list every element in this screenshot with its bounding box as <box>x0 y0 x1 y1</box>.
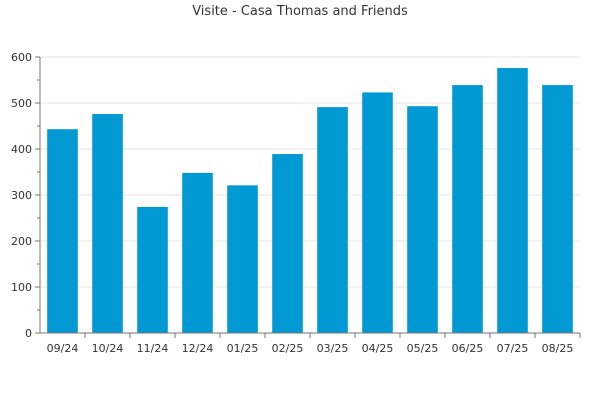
bar-11-24 <box>137 206 168 333</box>
y-tick-label: 200 <box>11 235 32 248</box>
y-tick-label: 0 <box>25 327 32 340</box>
bar-06-25 <box>452 85 483 333</box>
bar-07-25 <box>497 68 528 333</box>
y-tick-label: 500 <box>11 97 32 110</box>
tick-labels: 0 100 200 300 400 500 600 09/24 10/24 11/24 12/24 0… <box>11 51 573 355</box>
x-tick-label: 04/25 <box>362 342 394 355</box>
x-tick-label: 06/25 <box>452 342 484 355</box>
bar-09-24 <box>47 129 78 333</box>
bar-01-25 <box>227 185 258 333</box>
x-tick-label: 07/25 <box>497 342 529 355</box>
x-tick-label: 10/24 <box>92 342 124 355</box>
chart-title: Visite - Casa Thomas and Friends <box>192 4 408 19</box>
bar-04-25 <box>362 92 393 333</box>
grid-lines <box>40 56 580 288</box>
y-tick-label: 100 <box>11 281 32 294</box>
x-tick-label: 05/25 <box>407 342 439 355</box>
y-tick-label: 400 <box>11 143 32 156</box>
bar-05-25 <box>407 106 438 333</box>
x-tick-label: 01/25 <box>227 342 259 355</box>
axes <box>35 56 581 338</box>
y-tick-label: 300 <box>11 189 32 202</box>
bar-02-25 <box>272 154 303 333</box>
x-tick-label: 02/25 <box>272 342 304 355</box>
x-tick-label: 08/25 <box>542 342 574 355</box>
bar-10-24 <box>92 114 123 333</box>
bars <box>47 68 573 333</box>
bar-08-25 <box>542 85 573 333</box>
y-tick-label: 600 <box>11 51 32 64</box>
x-tick-label: 11/24 <box>137 342 169 355</box>
bar-12-24 <box>182 172 213 333</box>
x-tick-label: 03/25 <box>317 342 349 355</box>
bar-03-25 <box>317 107 348 333</box>
x-tick-label: 12/24 <box>182 342 214 355</box>
x-tick-label: 09/24 <box>47 342 79 355</box>
